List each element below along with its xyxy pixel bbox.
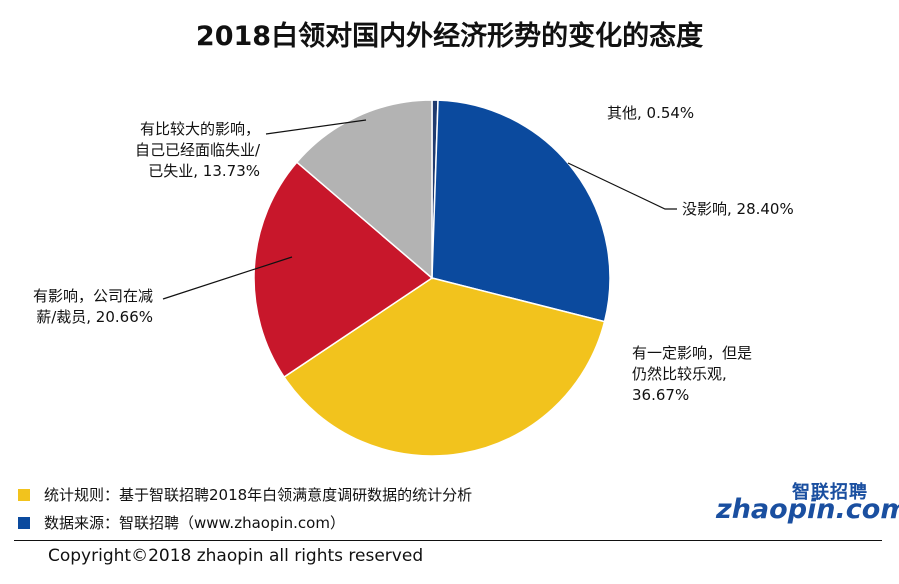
slice-label: 有影响，公司在减薪/裁员, 20.66% xyxy=(33,287,153,326)
note-data-source: 数据来源：智联招聘（www.zhaopin.com） xyxy=(18,512,345,533)
yellow-square-icon xyxy=(18,488,30,501)
slice-big-impact xyxy=(295,99,433,280)
slice-no-impact xyxy=(431,99,611,323)
footer-divider xyxy=(14,540,882,541)
copyright-text: Copyright©2018 zhaopin all rights reserv… xyxy=(48,546,424,566)
slice-label: 其他, 0.54% xyxy=(607,104,694,122)
leader-lines xyxy=(162,119,677,300)
logo-en-text: zhaopin.com xyxy=(716,494,899,525)
zhaopin-logo: 智联招聘 zhaopin.com xyxy=(716,478,899,528)
blue-square-icon xyxy=(18,516,30,529)
note-data-source-text: 数据来源：智联招聘（www.zhaopin.com） xyxy=(44,514,345,532)
slice-some-impact xyxy=(283,277,606,457)
leader-line xyxy=(162,256,293,300)
slice-label: 有比较大的影响，自己已经面临失业/已失业, 13.73% xyxy=(135,120,261,180)
note-stat-rule: 统计规则：基于智联招聘2018年白领满意度调研数据的统计分析 xyxy=(18,484,472,505)
pie-slices xyxy=(253,99,611,457)
slice-label: 没影响, 28.40% xyxy=(682,200,794,218)
note-stat-rule-text: 统计规则：基于智联招聘2018年白领满意度调研数据的统计分析 xyxy=(44,486,473,504)
slice-labels: 其他, 0.54% 没影响, 28.40% 有一定影响，但是仍然比较乐观, 36.67… xyxy=(33,104,794,404)
slice-impact-paycut xyxy=(253,161,434,379)
slice-label: 有一定影响，但是仍然比较乐观, 36.67% xyxy=(632,344,752,404)
chart-title: 2018白领对国内外经济形势的变化的态度 xyxy=(195,21,704,52)
leader-line xyxy=(567,162,677,210)
logo-cn-text: 智联招聘 xyxy=(792,482,868,503)
leader-line xyxy=(265,119,367,135)
